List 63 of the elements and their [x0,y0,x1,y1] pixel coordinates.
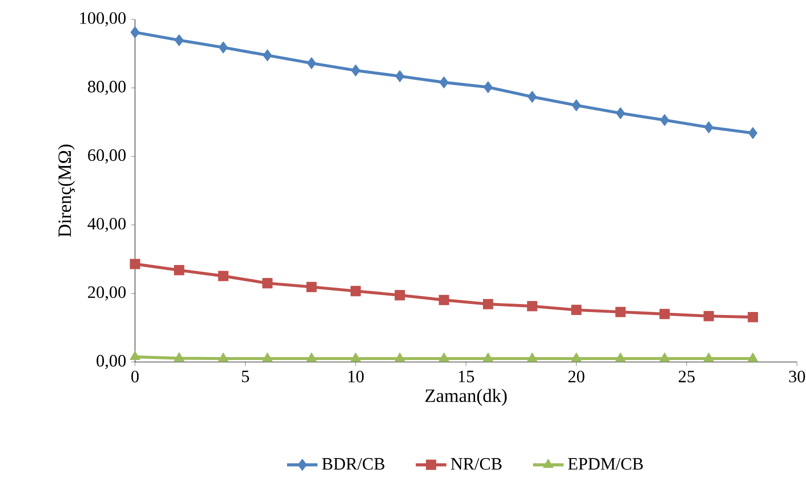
point [262,278,273,288]
legend-label: BDR/CB [322,458,384,470]
y-tick-label: 80,00 [88,80,126,95]
point [616,107,626,120]
x-tick-label: 30 [789,370,806,382]
point [571,304,582,316]
y-tick-label: 0,00 [96,354,126,370]
point [615,352,626,362]
point [527,301,538,312]
point [482,352,494,362]
point [351,64,360,76]
point [306,282,317,292]
point [306,352,317,362]
point [527,352,538,362]
point [439,76,448,88]
point [394,290,405,300]
point [659,308,670,320]
point [350,286,361,296]
x-tick-label: 0 [131,370,139,382]
y-tick-label: 100,00 [80,12,126,26]
x-tick-label: 25 [678,370,695,382]
point [262,49,272,62]
y-tick-label: 20,00 [88,286,126,301]
point [350,352,361,362]
point [130,350,140,360]
point [748,127,758,140]
point [174,352,184,362]
point [438,294,450,306]
point [482,298,494,310]
point [218,352,228,362]
x-tick-label: 15 [458,370,474,382]
legend-label: NR/CB [450,458,502,470]
point [438,352,450,362]
point [704,352,714,362]
point [130,258,140,270]
point [174,265,184,276]
point [748,352,758,362]
y-tick-label: 40,00 [88,218,126,232]
point [528,90,537,103]
point [394,352,405,362]
point [307,57,316,70]
x-tick-label: 20 [568,370,584,382]
point [615,306,626,318]
point [130,26,140,38]
point [218,270,228,282]
x-tick-label: 5 [242,370,249,382]
point [660,114,670,126]
point [571,352,582,362]
y-axis-title: Direnç(MΩ) [58,144,75,237]
y-tick-label: 60,00 [88,149,126,164]
point [704,121,714,134]
point [748,312,758,322]
legend-label: EPDM/CB [568,458,643,470]
x-tick-label: 10 [348,370,364,382]
point [262,352,273,362]
point [704,310,714,322]
point [572,99,581,112]
point [659,352,670,362]
point [218,42,228,54]
point [395,70,404,82]
point [174,34,184,46]
point [484,81,493,94]
x-axis-title: Zaman(dk) [425,388,507,406]
